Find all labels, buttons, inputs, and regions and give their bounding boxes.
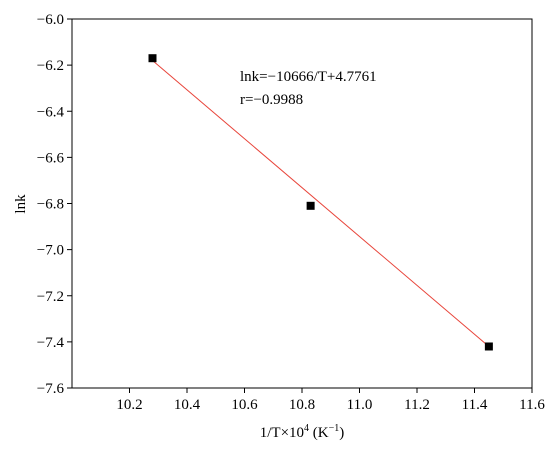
x-axis-title: 1/T×104 (K−1): [260, 423, 345, 441]
y-tick-label: −6.8: [37, 197, 64, 213]
y-tick-label: −7.2: [37, 289, 64, 305]
data-point: [306, 201, 315, 210]
x-axis-ticks: 10.2 10.4 10.6 10.8 11.0 11.2 11.4 11.6: [116, 388, 545, 413]
x-axis-title-unit-close: ): [339, 425, 344, 441]
x-tick-label: 11.6: [519, 397, 545, 413]
x-axis-title-exponent: 4: [304, 423, 309, 434]
y-tick-label: −7.0: [37, 243, 64, 259]
x-axis-title-unit-exponent: −1: [329, 423, 340, 434]
fit-line: [152, 60, 490, 347]
equation-annotation: lnk=−10666/T+4.7761: [240, 69, 377, 85]
y-tick-label: −6.2: [37, 58, 64, 74]
correlation-annotation: r=−0.9988: [240, 92, 303, 108]
y-tick-label: −6.6: [37, 150, 65, 166]
y-tick-label: −6.4: [37, 104, 65, 120]
x-tick-label: 10.8: [289, 397, 315, 413]
x-tick-label: 11.4: [462, 397, 488, 413]
data-points: [148, 54, 493, 351]
y-tick-label: −6.0: [37, 12, 64, 28]
y-tick-label: −7.6: [37, 381, 65, 397]
y-axis-title: lnk: [13, 194, 29, 214]
x-tick-label: 10.6: [231, 397, 258, 413]
x-tick-label: 10.4: [174, 397, 201, 413]
x-tick-label: 11.2: [404, 397, 430, 413]
data-point: [484, 342, 493, 351]
x-tick-label: 10.2: [116, 397, 142, 413]
x-tick-label: 11.0: [347, 397, 373, 413]
x-axis-title-unit-open: (K: [309, 425, 329, 441]
x-axis-title-main: 1/T×10: [260, 425, 304, 441]
y-tick-label: −7.4: [37, 335, 65, 351]
data-point: [148, 54, 157, 63]
y-axis-ticks: −6.0 −6.2 −6.4 −6.6 −6.8 −7.0 −7.2 −7.4 −7.6: [37, 12, 72, 397]
